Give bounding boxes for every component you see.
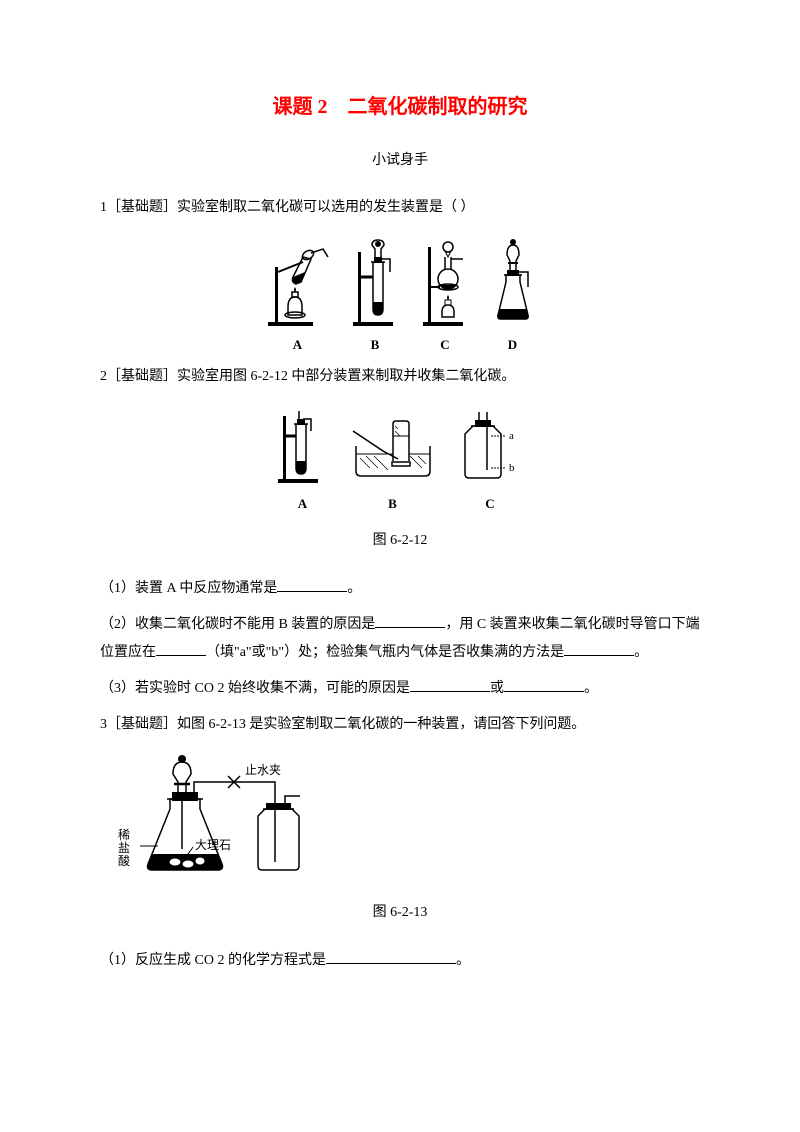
- q3-p1: （1）反应生成 CO 2 的化学方程式是 。: [100, 947, 700, 975]
- svg-text:a: a: [509, 430, 514, 442]
- blank: [410, 678, 490, 692]
- question-1: 1［基础题］实验室制取二氧化碳可以选用的发生装置是（ ）: [100, 194, 700, 358]
- lesson-title: 课题 2 二氧化碳制取的研究: [100, 90, 700, 119]
- lesson-subtitle: 小试身手: [100, 149, 700, 169]
- blank: [564, 642, 634, 656]
- q2-p2-pre: （2）收集二氧化碳时不能用 B 装置的原因是: [100, 617, 375, 632]
- q3-intro: 3［基础题］如图 6-2-13 是实验室制取二氧化碳的一种装置，请回答下列问题。: [100, 711, 700, 739]
- apparatus-B: B: [348, 237, 403, 358]
- apparatus-2C: a b C: [453, 406, 528, 517]
- apparatus-B-icon: [348, 237, 403, 327]
- label-A: A: [293, 332, 302, 358]
- q2-caption: 图 6-2-12: [100, 527, 700, 555]
- blank: [326, 950, 456, 964]
- label-2B: B: [388, 491, 397, 517]
- q2-p2-mid2: （填"a"或"b"）处；检验集气瓶内气体是否收集满的方法是: [206, 645, 564, 660]
- q2-p3-mid: 或: [490, 681, 504, 696]
- apparatus-2B-icon: [348, 406, 438, 486]
- q2-p2: （2）收集二氧化碳时不能用 B 装置的原因是，用 C 装置来收集二氧化碳时导管口…: [100, 611, 700, 667]
- question-2: 2［基础题］实验室用图 6-2-12 中部分装置来制取并收集二氧化碳。 A: [100, 363, 700, 703]
- apparatus-2B: B: [348, 406, 438, 517]
- apparatus-2A: A: [273, 406, 333, 517]
- q2-p1: （1）装置 A 中反应物通常是 。: [100, 575, 700, 603]
- svg-text:酸: 酸: [118, 853, 130, 868]
- apparatus-2A-icon: [273, 406, 333, 486]
- q3-p1-post: 。: [456, 953, 470, 968]
- q1-figures: A B: [100, 237, 700, 358]
- apparatus-q3-icon: 止水夹 稀 盐 酸 大理石: [100, 754, 360, 884]
- apparatus-D-icon: [488, 237, 538, 327]
- q2-p3: （3）若实验时 CO 2 始终收集不满，可能的原因是 或 。: [100, 675, 700, 703]
- svg-text:b: b: [509, 462, 515, 474]
- q2-p3-post: 。: [584, 681, 598, 696]
- blank: [375, 614, 445, 628]
- q2-p3-pre: （3）若实验时 CO 2 始终收集不满，可能的原因是: [100, 681, 410, 696]
- q2-p1-post: 。: [347, 581, 361, 596]
- q3-figure: 止水夹 稀 盐 酸 大理石: [100, 754, 700, 884]
- q3-p1-pre: （1）反应生成 CO 2 的化学方程式是: [100, 953, 326, 968]
- apparatus-C: C: [418, 237, 473, 358]
- label-acid: 稀: [118, 828, 130, 842]
- blank: [504, 678, 584, 692]
- q3-caption: 图 6-2-13: [100, 899, 700, 927]
- apparatus-A: A: [263, 237, 333, 358]
- label-marble: 大理石: [195, 838, 231, 852]
- svg-text:盐: 盐: [118, 841, 130, 855]
- question-3: 3［基础题］如图 6-2-13 是实验室制取二氧化碳的一种装置，请回答下列问题。: [100, 711, 700, 975]
- apparatus-D: D: [488, 237, 538, 358]
- q2-p2-post: 。: [634, 645, 648, 660]
- label-2C: C: [485, 491, 494, 517]
- q2-intro: 2［基础题］实验室用图 6-2-12 中部分装置来制取并收集二氧化碳。: [100, 363, 700, 391]
- label-D: D: [508, 332, 517, 358]
- apparatus-A-icon: [263, 237, 333, 327]
- label-C: C: [440, 332, 449, 358]
- q1-text: 1［基础题］实验室制取二氧化碳可以选用的发生装置是（ ）: [100, 194, 700, 222]
- label-2A: A: [298, 491, 307, 517]
- label-clamp: 止水夹: [245, 763, 281, 777]
- apparatus-2C-icon: a b: [453, 406, 528, 486]
- apparatus-C-icon: [418, 237, 473, 327]
- blank: [156, 642, 206, 656]
- q2-figures: A B: [100, 406, 700, 517]
- label-B: B: [371, 332, 380, 358]
- blank: [277, 578, 347, 592]
- q2-p1-pre: （1）装置 A 中反应物通常是: [100, 581, 277, 596]
